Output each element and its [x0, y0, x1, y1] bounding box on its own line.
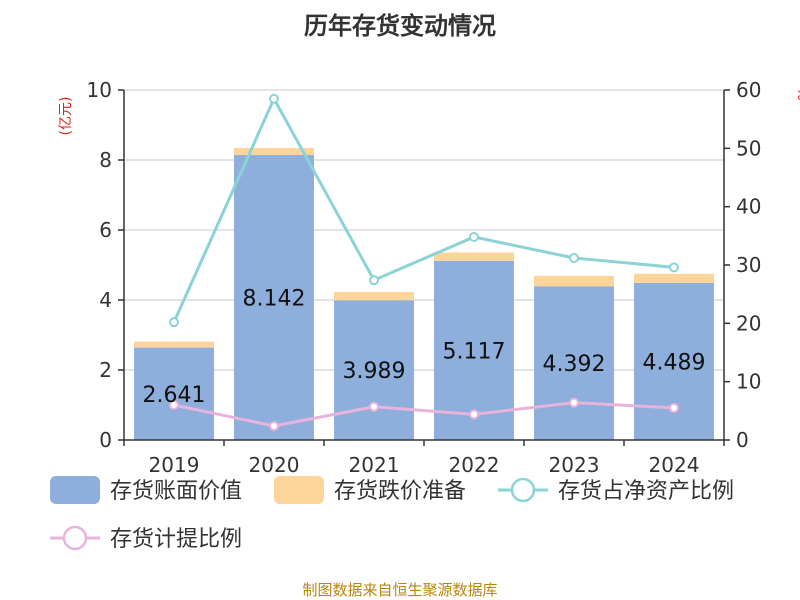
right-tick-label: 60: [736, 78, 761, 102]
source-note: 制图数据来自恒生聚源数据库: [302, 581, 497, 599]
chart-title: 历年存货变动情况: [304, 12, 496, 40]
legend-label-net-asset-ratio: 存货占净资产比例: [558, 479, 734, 504]
line-provision-ratio: [173, 401, 675, 428]
bar-book-value: [534, 286, 614, 440]
x-tick-label: 2021: [349, 453, 400, 477]
x-tick-label: 2020: [249, 453, 300, 477]
point-provision-ratio: [669, 402, 679, 413]
legend-label-book-value: 存货账面价值: [110, 479, 242, 504]
right-tick-label: 20: [736, 311, 761, 335]
gridlines: [124, 89, 724, 371]
bar-book-value: [134, 347, 214, 440]
left-axis-unit: (亿元): [58, 97, 74, 136]
x-tick-label: 2024: [649, 453, 700, 477]
bar-book-value: [334, 300, 414, 440]
legend-label-provision-ratio: 存货计提比例: [110, 527, 242, 552]
lines: [169, 93, 679, 431]
bar-value-label: 3.989: [343, 359, 406, 384]
left-tick-label: 0: [99, 428, 112, 452]
bar-value-label: 8.142: [243, 287, 306, 312]
point-net-asset-ratio: [469, 232, 479, 242]
data-labels: 2.641 8.142 3.989 5.117 4.392 4.489: [143, 287, 706, 408]
right-tick-label: 10: [736, 370, 761, 394]
bars: [134, 148, 714, 440]
bar-value-label: 2.641: [143, 383, 206, 408]
legend-swatch-impairment: [274, 476, 324, 504]
bar-impairment: [234, 148, 314, 156]
bar-book-value: [634, 282, 714, 440]
bar-value-label: 5.117: [443, 339, 506, 364]
right-tick-label: 30: [736, 253, 761, 277]
point-provision-ratio: [469, 409, 479, 420]
right-tick-label: 40: [736, 195, 761, 219]
legend-label-impairment: 存货跌价准备: [334, 479, 466, 504]
x-tick-label: 2023: [549, 453, 600, 477]
left-tick-label: 6: [99, 218, 112, 242]
bar-impairment: [134, 341, 214, 348]
legend-marker-provision-ratio: [62, 525, 88, 551]
point-provision-ratio: [169, 400, 179, 410]
point-net-asset-ratio: [569, 253, 579, 263]
right-axis-unit: %: [794, 87, 800, 100]
bar-impairment: [534, 275, 614, 287]
left-tick-label: 8: [99, 148, 112, 172]
bar-impairment: [434, 252, 514, 261]
left-tick-label: 4: [99, 288, 112, 312]
legend-swatch-book-value: [50, 476, 100, 504]
bar-book-value: [234, 155, 314, 440]
point-net-asset-ratio: [369, 275, 379, 286]
point-net-asset-ratio: [169, 317, 179, 328]
x-tick-label: 2022: [449, 453, 500, 477]
point-net-asset-ratio: [269, 93, 279, 104]
left-tick-label: 10: [87, 78, 112, 102]
bar-impairment: [334, 291, 414, 301]
axes: 0 2 4 6 8 10 0 10 20 30 40 50 60 2019 2020 2021 2022 2023…: [87, 78, 762, 477]
right-tick-label: 50: [736, 136, 761, 160]
bar-impairment: [634, 273, 714, 283]
bar-value-label: 4.392: [543, 352, 606, 377]
point-provision-ratio: [369, 401, 379, 412]
line-net-asset-ratio: [172, 95, 675, 323]
legend-marker-net-asset-ratio: [510, 477, 536, 503]
point-net-asset-ratio: [669, 262, 679, 273]
left-tick-label: 2: [99, 358, 112, 382]
bar-value-label: 4.489: [643, 350, 706, 375]
x-tick-label: 2019: [149, 453, 200, 477]
point-provision-ratio: [269, 421, 279, 431]
point-provision-ratio: [569, 397, 579, 408]
right-tick-label: 0: [736, 428, 749, 452]
